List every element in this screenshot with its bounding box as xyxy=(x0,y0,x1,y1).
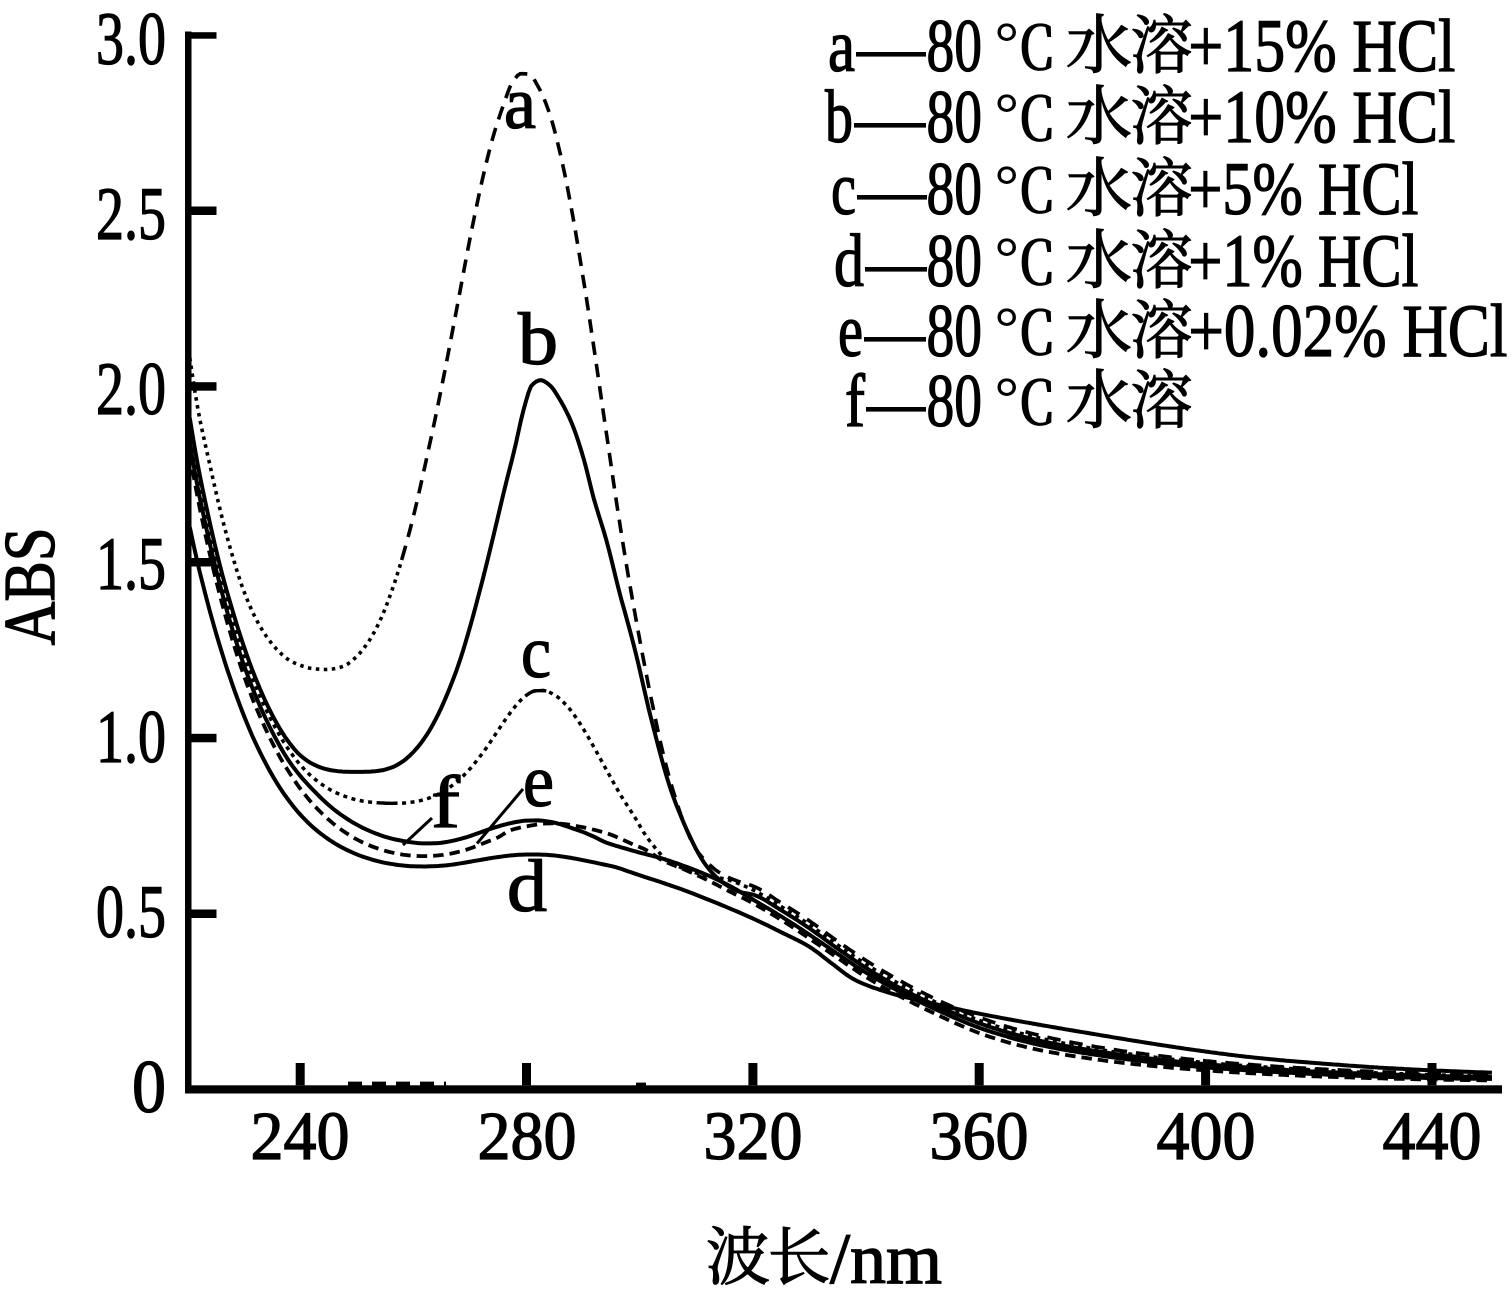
svg-text:f: f xyxy=(845,360,865,443)
svg-text:+1% HCl: +1% HCl xyxy=(1188,220,1418,303)
svg-text:0.5: 0.5 xyxy=(96,871,166,954)
svg-text:a: a xyxy=(504,63,536,145)
svg-text:a: a xyxy=(828,5,855,88)
svg-text:1.5: 1.5 xyxy=(96,523,166,606)
svg-text:e: e xyxy=(838,290,863,373)
svg-text:1.0: 1.0 xyxy=(96,696,166,779)
svg-text:3.0: 3.0 xyxy=(96,0,166,81)
svg-text:+10% HCl: +10% HCl xyxy=(1188,76,1455,159)
svg-text:80: 80 xyxy=(927,76,983,159)
svg-text:c: c xyxy=(521,612,551,694)
svg-text:320: 320 xyxy=(704,1098,803,1174)
svg-text:+15% HCl: +15% HCl xyxy=(1188,5,1455,88)
svg-text:80: 80 xyxy=(927,5,983,88)
svg-text:280: 280 xyxy=(478,1098,577,1174)
svg-text:2.0: 2.0 xyxy=(96,348,166,431)
svg-text:+5% HCl: +5% HCl xyxy=(1188,148,1418,231)
svg-text:240: 240 xyxy=(251,1098,350,1174)
svg-text:400: 400 xyxy=(1157,1098,1256,1174)
svg-text:+0.02% HCl: +0.02% HCl xyxy=(1188,290,1507,373)
svg-text:f: f xyxy=(431,762,460,844)
svg-text:b: b xyxy=(825,76,853,159)
svg-text:/nm: /nm xyxy=(830,1219,942,1299)
svg-text:80: 80 xyxy=(927,148,983,231)
svg-text:80: 80 xyxy=(927,220,983,303)
svg-text:0: 0 xyxy=(132,1046,166,1129)
svg-text:2.5: 2.5 xyxy=(96,173,166,256)
svg-text:80: 80 xyxy=(927,360,983,443)
svg-text:80: 80 xyxy=(927,290,983,373)
svg-text:b: b xyxy=(518,299,558,381)
svg-text:e: e xyxy=(523,741,554,823)
svg-text:d: d xyxy=(834,220,864,303)
svg-text:ABS: ABS xyxy=(0,527,70,645)
svg-text:d: d xyxy=(507,846,547,928)
svg-text:360: 360 xyxy=(930,1098,1029,1174)
svg-text:c: c xyxy=(831,148,856,231)
svg-text:440: 440 xyxy=(1383,1098,1482,1174)
